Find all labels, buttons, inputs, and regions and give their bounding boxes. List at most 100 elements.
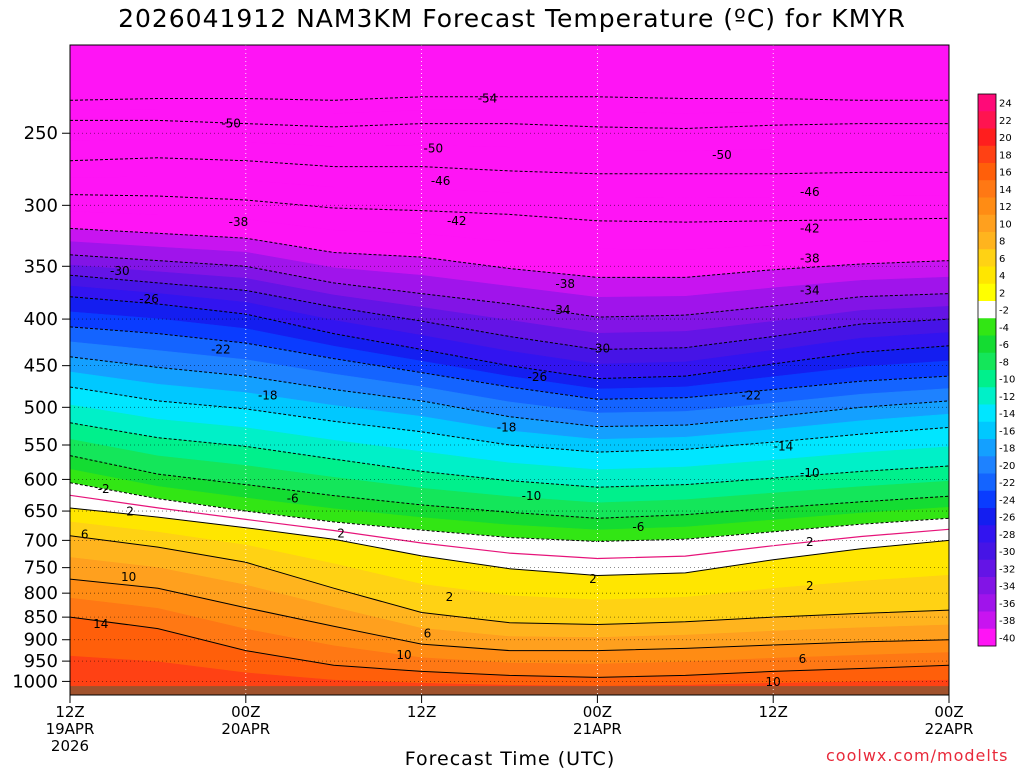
colorbar-label: -12	[999, 392, 1015, 403]
temperature-fill	[70, 45, 949, 695]
colorbar-swatch	[978, 283, 996, 302]
colorbar-swatch	[978, 439, 996, 457]
colorbar-label: -34	[999, 582, 1015, 593]
colorbar-swatch	[978, 128, 996, 147]
contour-label: -54	[478, 92, 498, 106]
contour-label: -38	[800, 251, 820, 265]
colorbar-label: 2	[999, 288, 1005, 299]
isotherm-line	[70, 254, 949, 318]
colorbar-swatch	[978, 335, 996, 354]
x-tick-label: 12Z	[759, 703, 788, 721]
contour-label: 6	[424, 627, 432, 641]
isotherm-line	[70, 616, 949, 678]
contour-label: 6	[799, 652, 807, 666]
isotherm-line	[70, 157, 949, 175]
colorbar-swatch	[978, 266, 996, 285]
temperature-band	[70, 655, 949, 695]
colorbar-label: 24	[999, 99, 1012, 110]
colorbar-label: -36	[999, 599, 1015, 610]
colorbar-swatch	[978, 197, 996, 216]
x-tick-label: 00Z	[934, 703, 963, 721]
colorbar-swatch	[978, 473, 996, 492]
colorbar-swatch	[978, 490, 996, 509]
contour-label: -22	[211, 343, 231, 357]
colorbar-label: 22	[999, 116, 1012, 127]
colorbar-swatch	[978, 249, 996, 267]
isotherm-line	[70, 227, 949, 278]
contour-label: 10	[766, 675, 781, 689]
colorbar-label: -40	[999, 633, 1015, 644]
colorbar-swatch	[978, 370, 996, 388]
colorbar-swatch	[978, 214, 996, 233]
colorbar-swatch	[978, 163, 996, 181]
freezing-line	[70, 494, 949, 560]
colorbar-label: 14	[999, 185, 1012, 196]
colorbar-label: -16	[999, 426, 1015, 437]
contour-label: -38	[229, 215, 249, 229]
plot-frame	[69, 44, 950, 696]
colorbar-swatch	[978, 232, 996, 250]
isotherm-line	[70, 194, 949, 223]
colorbar-swatch	[978, 404, 996, 423]
isotherm-line	[70, 578, 949, 652]
colorbar-swatch	[978, 508, 996, 526]
colorbar-swatch	[978, 145, 996, 164]
colorbar-swatch	[978, 611, 996, 630]
x-tick-label: 2026	[51, 737, 89, 755]
colorbar-swatch	[978, 525, 996, 543]
isotherm-line	[70, 422, 949, 488]
colorbar-label: 4	[999, 271, 1005, 282]
x-tick-label: 12Z	[55, 703, 84, 721]
y-tick-label: 250	[24, 123, 58, 144]
contour-label: -18	[497, 420, 517, 434]
y-tick-label: 800	[24, 583, 58, 604]
isotherm-line	[70, 274, 949, 351]
x-tick-label: 20APR	[221, 720, 270, 738]
x-tick-label: 22APR	[925, 720, 974, 738]
contour-label: -14	[774, 439, 794, 453]
contour-labels: -54 -50 -50 -50 -46 -46 -42 -42 -38 -38 -38 -34 -34 -…	[81, 92, 820, 690]
contour-label: -18	[258, 388, 278, 402]
contour-label: -46	[800, 185, 820, 199]
colorbar-label: -26	[999, 513, 1015, 524]
colorbar-label: 16	[999, 168, 1012, 179]
contour-label: 2	[806, 535, 814, 549]
colorbar-label: -30	[999, 547, 1015, 558]
colorbar-label: 8	[999, 237, 1005, 248]
contour-label: -50	[712, 148, 732, 162]
isotherm-line	[70, 326, 949, 400]
colorbar-swatch	[978, 421, 996, 440]
isotherm-line	[70, 119, 949, 130]
colorbar-label: -4	[999, 323, 1009, 334]
colorbar-swatch	[978, 628, 996, 647]
colorbar-label: 12	[999, 202, 1012, 213]
colorbar-label: 10	[999, 219, 1012, 230]
contour-label: 2	[589, 572, 597, 586]
colorbar-label: -2	[999, 306, 1009, 317]
y-tick-label: 900	[24, 630, 58, 651]
isotherm-line	[70, 535, 949, 626]
contour-label: -26	[139, 292, 159, 306]
colorbar-label: -10	[999, 375, 1015, 386]
y-tick-label: 950	[24, 651, 58, 672]
x-tick-label: 21APR	[573, 720, 622, 738]
watermark-text: coolwx.com/modelts	[826, 746, 1009, 765]
contour-label: -30	[110, 264, 130, 278]
contour-label: 6	[81, 528, 89, 542]
colorbar-frame	[977, 93, 997, 647]
x-tick-label: 00Z	[231, 703, 260, 721]
y-tick-label: 750	[24, 558, 58, 579]
y-tick-label: 350	[24, 256, 58, 277]
contour-label: -22	[741, 388, 761, 402]
contour-label: -34	[551, 303, 571, 317]
x-axis-label: Forecast Time (UTC)	[405, 748, 615, 768]
y-axis: 2503003504004505005506006507007508008509…	[12, 123, 70, 692]
contour-label: -42	[447, 214, 467, 228]
colorbar-label: -8	[999, 357, 1009, 368]
colorbar-swatch	[978, 318, 996, 336]
x-tick-label: 00Z	[583, 703, 612, 721]
colorbar-swatch	[978, 94, 996, 112]
contour-label: -10	[800, 466, 820, 480]
colorbar-swatch	[978, 542, 996, 561]
